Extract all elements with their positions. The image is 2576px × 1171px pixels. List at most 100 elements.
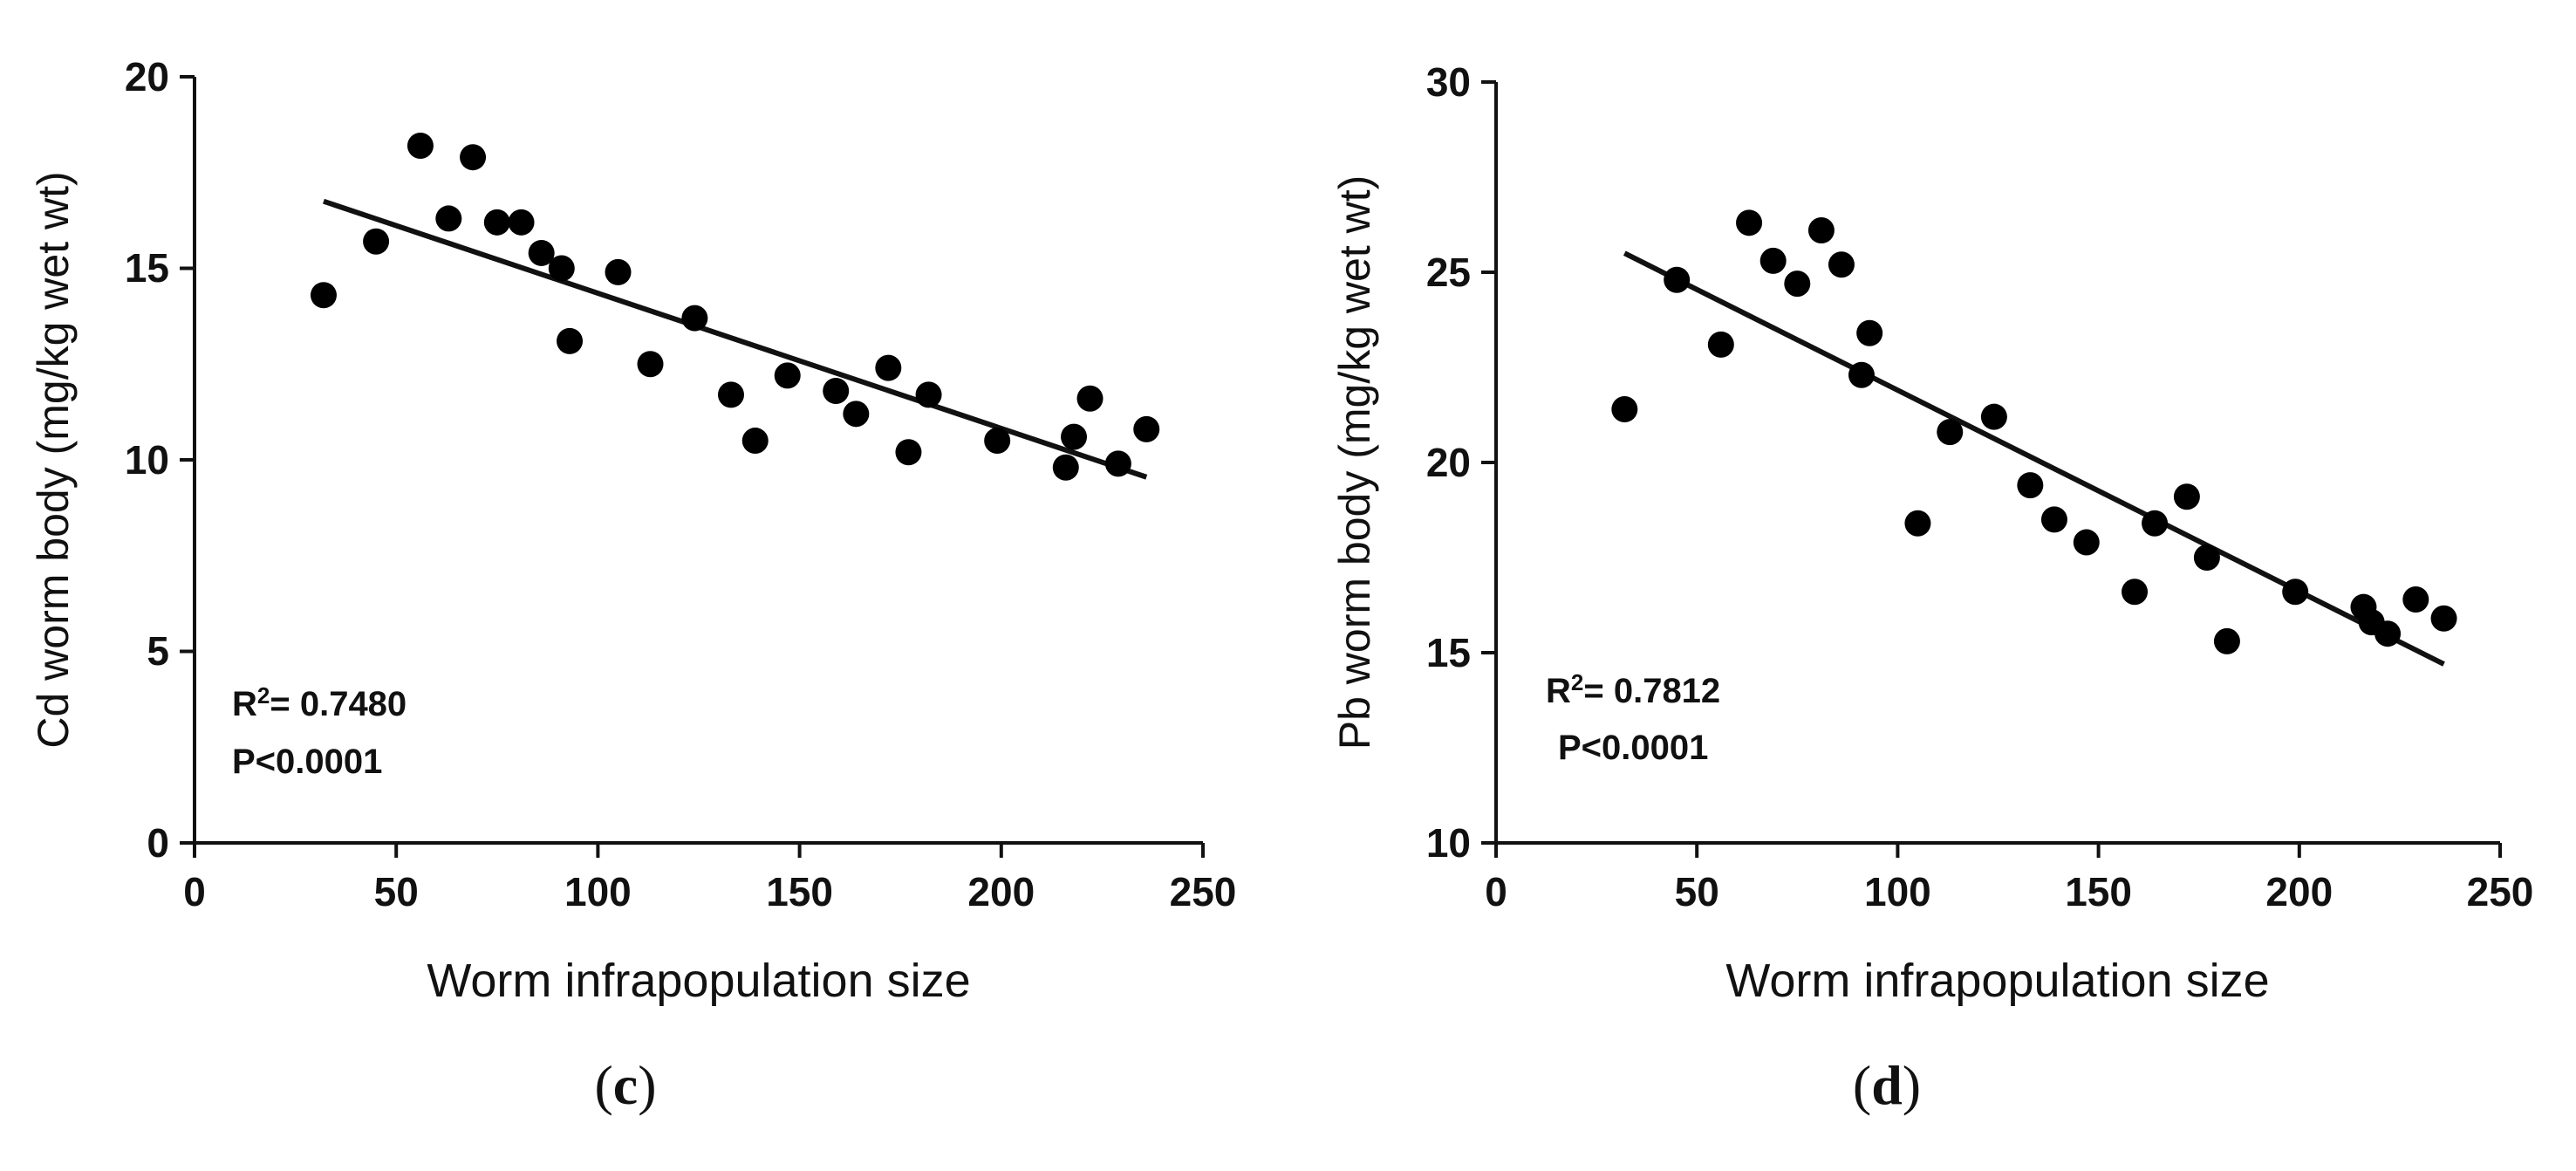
r-squared-superscript: 2 <box>257 682 270 709</box>
data-point <box>1848 361 1875 388</box>
data-point <box>2213 627 2240 654</box>
panel-paren-open: ( <box>1853 1054 1871 1116</box>
data-point <box>823 377 850 404</box>
trend-line <box>1623 250 2445 667</box>
panel-paren-close: ) <box>638 1054 656 1116</box>
data-point <box>915 381 942 408</box>
data-point <box>1937 419 1964 446</box>
data-point <box>1980 403 2007 430</box>
y-tick-label: 15 <box>1426 630 1471 675</box>
x-tick-label: 100 <box>1864 869 1931 914</box>
r-squared-annotation: R2= 0.7812 <box>1546 669 1720 710</box>
y-tick-label: 30 <box>1426 59 1471 105</box>
x-tick-label: 200 <box>2265 869 2333 914</box>
data-points <box>1611 209 2457 654</box>
y-tick-label: 10 <box>125 437 169 483</box>
panel-label-d: (d) <box>1853 1054 1921 1116</box>
data-point <box>2173 483 2200 510</box>
data-point <box>363 228 390 255</box>
data-point <box>1664 266 1691 293</box>
x-axis-ticks: 0 50 100 150 200 250 <box>183 843 1236 914</box>
chart-c: 0 5 10 15 20 0 50 100 150 200 250 Cd wor… <box>29 54 1236 1116</box>
x-tick-label: 150 <box>766 869 833 914</box>
data-point <box>2282 579 2309 606</box>
panel-letter: d <box>1871 1054 1903 1116</box>
r-squared-value: = 0.7480 <box>270 685 407 723</box>
y-tick-label: 5 <box>147 628 169 674</box>
data-point <box>528 239 555 266</box>
y-tick-label: 20 <box>1426 440 1471 485</box>
chart-d: 10 15 20 25 30 0 50 100 150 200 250 Pb w… <box>1330 59 2533 1116</box>
y-tick-label: 25 <box>1426 250 1471 295</box>
x-axis-title: Worm infrapopulation size <box>1725 955 2269 1007</box>
data-point <box>1736 209 1763 236</box>
data-point <box>2142 510 2169 537</box>
x-tick-label: 150 <box>2065 869 2132 914</box>
x-tick-label: 100 <box>564 869 632 914</box>
x-tick-label: 200 <box>967 869 1035 914</box>
data-point <box>2122 579 2149 606</box>
y-tick-label: 15 <box>125 245 169 291</box>
x-axis-title: Worm infrapopulation size <box>427 955 970 1007</box>
data-point <box>875 354 902 381</box>
data-point <box>1104 450 1131 477</box>
data-point <box>1133 415 1160 442</box>
trend-line <box>323 198 1148 480</box>
data-point <box>548 255 575 282</box>
data-point <box>1707 331 1734 358</box>
data-point <box>1076 385 1104 412</box>
panel-label-c: (c) <box>594 1054 656 1116</box>
r-squared-value: = 0.7812 <box>1583 672 1720 710</box>
data-point <box>483 209 510 236</box>
data-point <box>2402 586 2429 613</box>
data-point <box>681 305 708 332</box>
data-point <box>2430 605 2457 632</box>
x-tick-label: 50 <box>374 869 419 914</box>
x-tick-label: 50 <box>1675 869 1719 914</box>
data-point <box>1611 395 1638 422</box>
panel-paren-close: ) <box>1903 1054 1921 1116</box>
y-axis-ticks: 0 5 10 15 20 <box>125 54 195 866</box>
data-point <box>2073 529 2100 556</box>
data-point <box>310 282 337 309</box>
x-tick-label: 0 <box>1485 869 1507 914</box>
x-tick-label: 250 <box>2467 869 2534 914</box>
data-point <box>774 362 801 389</box>
data-point <box>605 258 632 285</box>
data-point <box>1052 454 1079 481</box>
data-point <box>895 439 922 466</box>
y-tick-label: 20 <box>125 54 169 99</box>
data-point <box>637 351 664 378</box>
x-tick-label: 0 <box>183 869 206 914</box>
y-tick-label: 10 <box>1426 820 1471 866</box>
data-point <box>2374 620 2402 647</box>
data-point <box>557 327 584 354</box>
data-point <box>2017 472 2044 499</box>
data-point <box>741 428 769 455</box>
data-point <box>1784 270 1811 298</box>
panel-letter: c <box>613 1054 638 1116</box>
r-squared-superscript: 2 <box>1571 669 1583 695</box>
data-point <box>1856 319 1883 346</box>
p-value-annotation: P<0.0001 <box>1558 729 1708 767</box>
x-axis-ticks: 0 50 100 150 200 250 <box>1485 843 2533 914</box>
data-point <box>508 209 535 236</box>
y-axis-ticks: 10 15 20 25 30 <box>1426 59 1496 866</box>
x-tick-label: 250 <box>1170 869 1237 914</box>
data-point <box>717 381 744 408</box>
data-point <box>1759 247 1787 274</box>
p-value-annotation: P<0.0001 <box>232 743 382 781</box>
data-points <box>310 133 1160 481</box>
r-squared-symbol: R <box>232 685 257 723</box>
data-point <box>984 428 1011 455</box>
data-point <box>1828 251 1855 278</box>
data-point <box>843 401 870 428</box>
data-point <box>435 205 462 232</box>
y-axis-title: Pb worm body (mg/kg wet wt) <box>1330 175 1379 750</box>
y-tick-label: 0 <box>147 820 169 866</box>
data-point <box>2040 506 2067 533</box>
r-squared-symbol: R <box>1546 672 1571 710</box>
data-point <box>407 133 434 160</box>
data-point <box>1061 423 1088 450</box>
data-point <box>1904 510 1931 537</box>
